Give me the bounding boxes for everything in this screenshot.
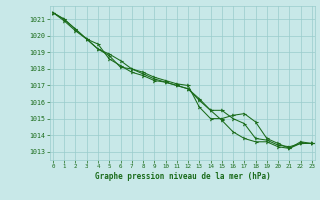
X-axis label: Graphe pression niveau de la mer (hPa): Graphe pression niveau de la mer (hPa): [94, 172, 270, 181]
